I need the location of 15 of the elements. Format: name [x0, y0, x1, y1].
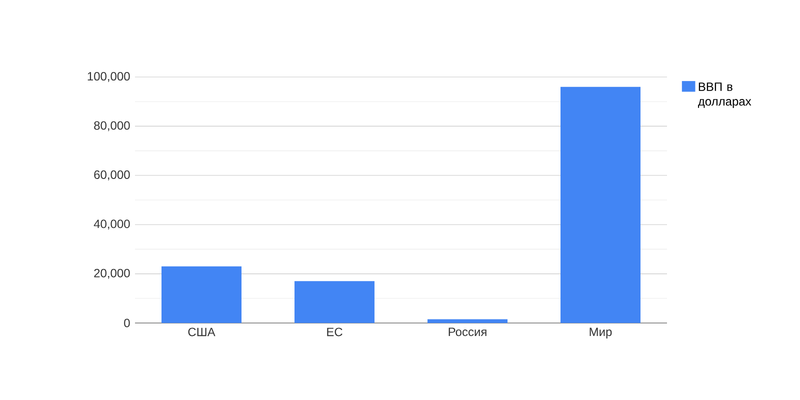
bar — [560, 86, 641, 323]
x-tick-label: Россия — [448, 328, 486, 336]
x-tick-label: ЕС — [327, 328, 342, 336]
y-tick-label: 60,000 — [94, 170, 130, 180]
x-tick-label: США — [188, 328, 216, 336]
y-tick-label: 80,000 — [94, 121, 130, 132]
bar — [162, 266, 242, 323]
bar — [294, 281, 374, 323]
y-tick-label: 20,000 — [94, 268, 130, 279]
y-tick-label: 0 — [124, 318, 130, 328]
bar — [428, 319, 508, 323]
y-tick-label: 100,000 — [88, 72, 130, 82]
legend-label: ВВП в долларах — [698, 82, 752, 108]
y-tick-label: 40,000 — [94, 220, 130, 230]
x-tick-label: Мир — [590, 328, 612, 338]
